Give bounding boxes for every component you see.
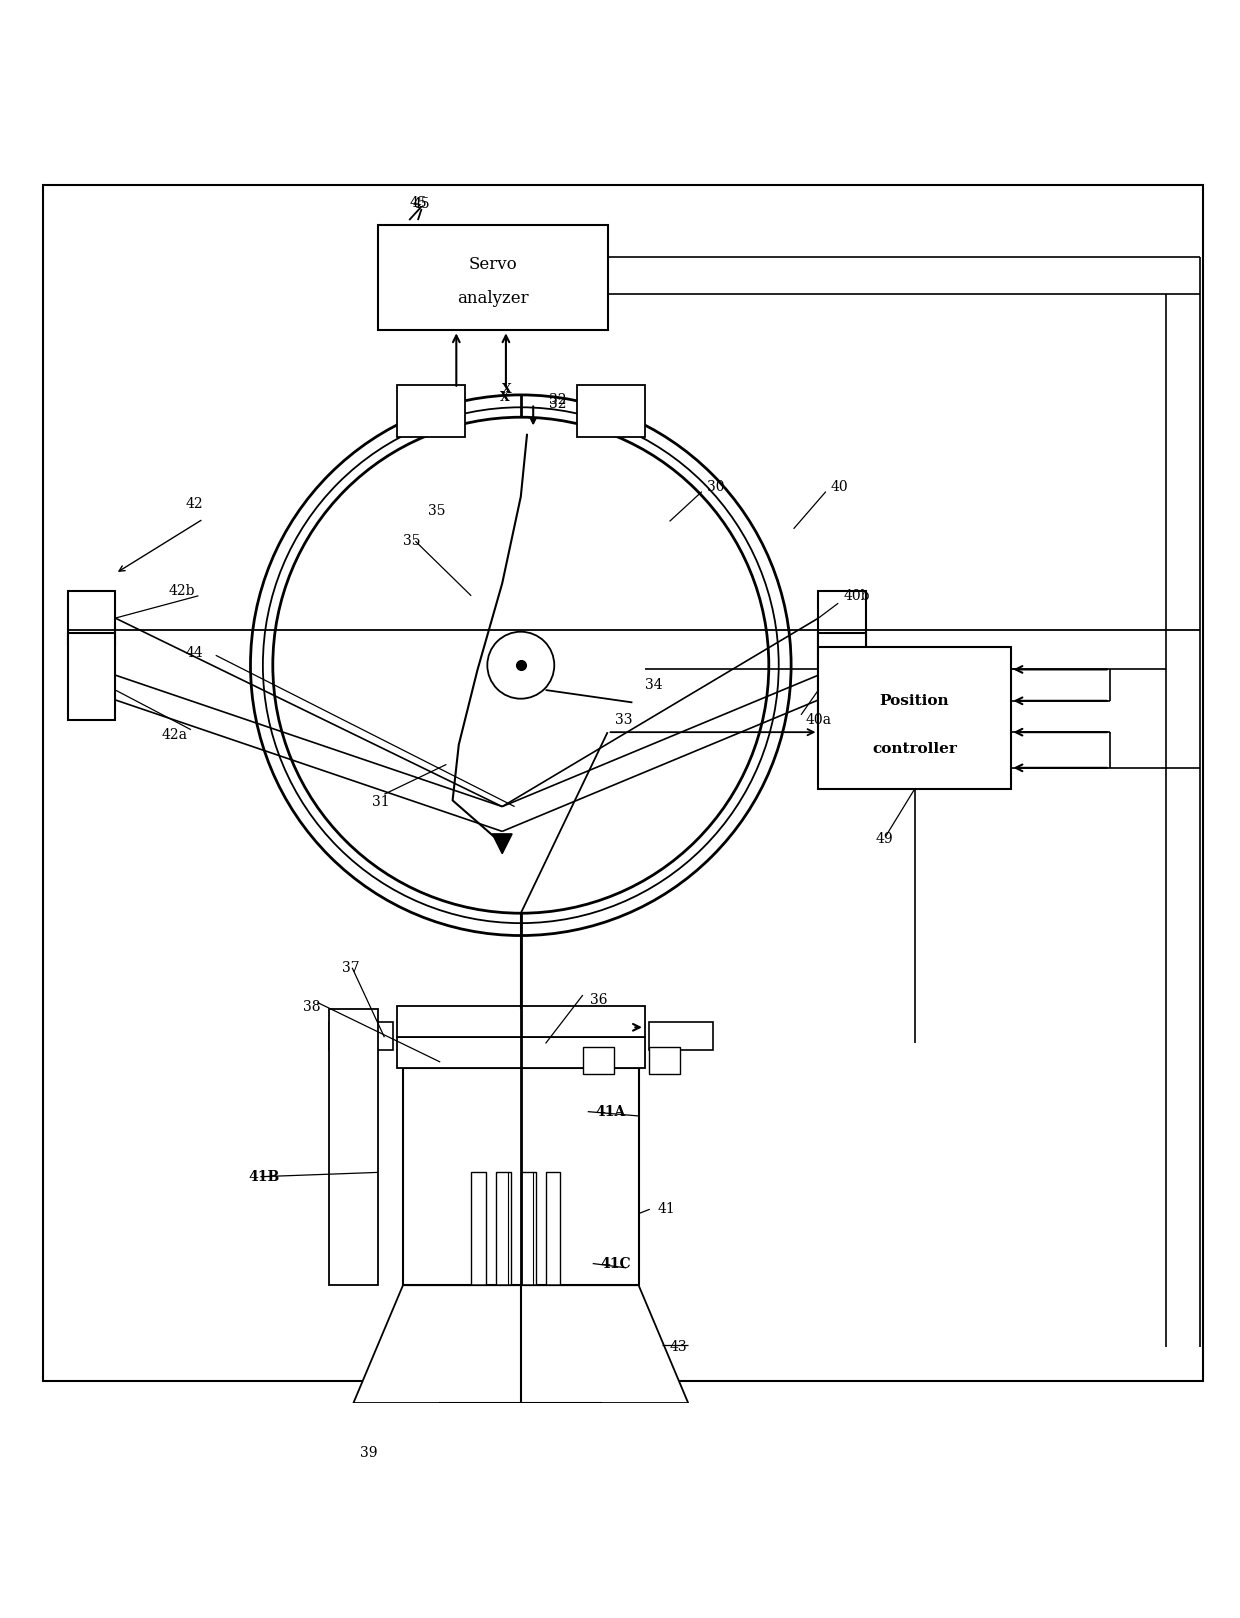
Text: Position: Position [879, 694, 950, 707]
Text: 42: 42 [186, 497, 203, 511]
Text: 40a: 40a [806, 714, 832, 726]
Text: 32: 32 [549, 396, 567, 411]
Ellipse shape [263, 408, 779, 924]
Circle shape [487, 631, 554, 699]
Text: 34: 34 [645, 678, 662, 693]
Bar [403, 1068, 639, 1285]
Bar [818, 647, 1011, 790]
Text: X: X [500, 392, 510, 404]
Text: 49: 49 [875, 832, 894, 846]
Bar [329, 1023, 393, 1050]
Text: 40b: 40b [843, 589, 869, 604]
Text: analyzer: analyzer [458, 290, 528, 307]
Bar [397, 1037, 645, 1068]
Bar [577, 385, 645, 437]
Bar [583, 1047, 614, 1074]
Bar [649, 1047, 680, 1074]
Text: 40: 40 [831, 479, 848, 493]
Text: 41A: 41A [595, 1105, 625, 1118]
Text: 42a: 42a [161, 728, 187, 741]
Text: 45: 45 [413, 197, 430, 210]
Text: 38: 38 [303, 1000, 320, 1014]
Bar [68, 591, 115, 646]
Bar [818, 633, 866, 720]
Text: 37: 37 [342, 961, 360, 974]
Text: 45: 45 [409, 196, 427, 210]
Bar [68, 633, 115, 720]
Text: 44: 44 [186, 646, 203, 660]
Bar [378, 225, 608, 330]
Text: controller: controller [872, 743, 957, 756]
Bar [329, 1008, 378, 1285]
Bar [818, 591, 866, 646]
Text: 35: 35 [428, 505, 445, 518]
Text: 41B: 41B [248, 1170, 279, 1184]
Text: 32: 32 [549, 393, 567, 406]
Bar [521, 1173, 536, 1285]
Text: 42b: 42b [169, 584, 195, 597]
Text: Servo: Servo [469, 256, 517, 272]
Text: 30: 30 [707, 479, 724, 493]
Bar [471, 1173, 486, 1285]
Polygon shape [492, 833, 512, 854]
Bar [440, 1403, 601, 1497]
Bar [397, 385, 465, 437]
Bar [546, 1173, 560, 1285]
Polygon shape [353, 1285, 688, 1403]
Text: 39: 39 [360, 1445, 377, 1459]
Text: 33: 33 [615, 714, 632, 726]
Text: 41C: 41C [600, 1257, 631, 1270]
Text: 36: 36 [590, 993, 608, 1006]
Text: 35: 35 [403, 534, 420, 549]
Text: 41: 41 [657, 1202, 675, 1217]
Bar [496, 1173, 511, 1285]
Text: X: X [502, 383, 512, 396]
Bar [649, 1023, 713, 1050]
Text: 31: 31 [372, 794, 389, 809]
Ellipse shape [250, 395, 791, 935]
Text: 43: 43 [670, 1340, 687, 1354]
Bar [465, 1497, 577, 1571]
Ellipse shape [273, 417, 769, 913]
Bar [397, 1006, 645, 1037]
Bar [341, 1047, 372, 1074]
